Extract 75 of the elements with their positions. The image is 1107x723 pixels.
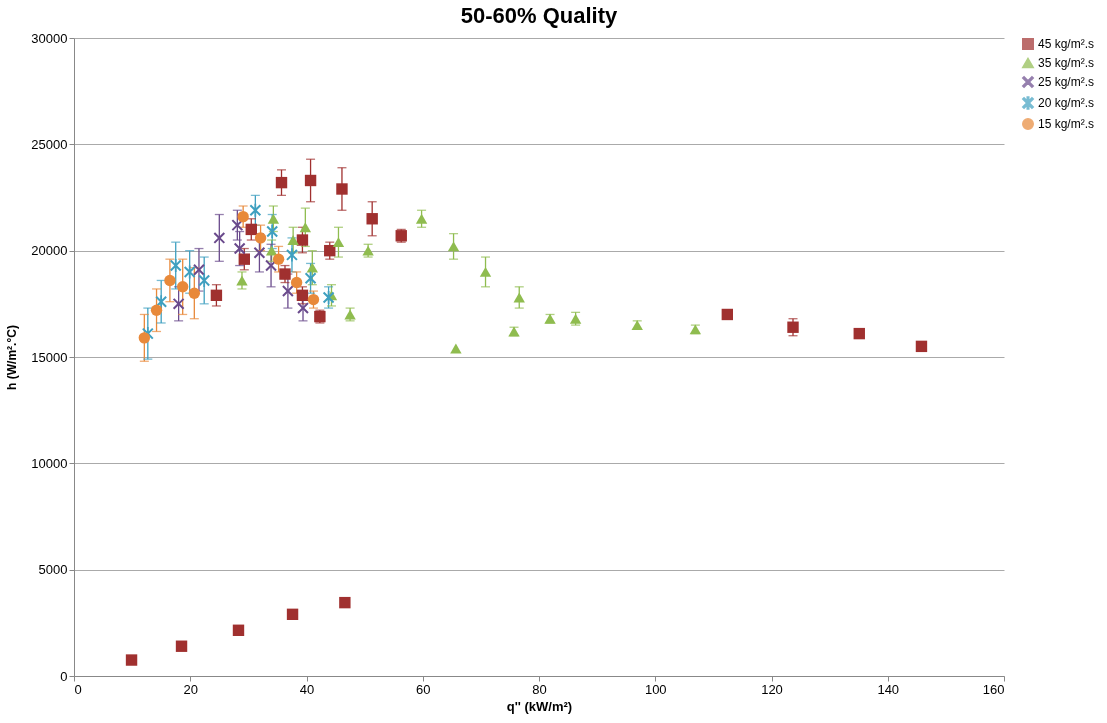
y-tick-label: 30000 xyxy=(31,30,68,46)
x-tick-label: 120 xyxy=(761,681,783,697)
point xyxy=(513,292,525,303)
y-tick-label: 5000 xyxy=(38,562,68,578)
point xyxy=(479,267,492,277)
y-axis-title: h (W/m².°C) xyxy=(5,325,20,390)
point xyxy=(450,343,462,354)
x-tick-label: 140 xyxy=(877,681,900,697)
point xyxy=(188,287,201,299)
point xyxy=(125,654,138,666)
y-tick-label: 10000 xyxy=(31,455,68,471)
point xyxy=(237,210,249,223)
point xyxy=(304,174,317,187)
y-tick-label: 0 xyxy=(60,668,68,684)
point xyxy=(176,281,189,293)
point xyxy=(193,264,205,276)
point xyxy=(721,308,734,321)
x-tick-label: 0 xyxy=(74,681,82,697)
point xyxy=(170,259,182,273)
point xyxy=(233,242,246,255)
y-tick-label: 15000 xyxy=(31,349,68,365)
point xyxy=(175,640,188,652)
point xyxy=(332,237,345,248)
y-tick-label: 25000 xyxy=(31,136,68,152)
point xyxy=(254,232,267,244)
x-tick-label: 60 xyxy=(416,681,431,697)
point xyxy=(232,624,245,636)
point xyxy=(282,285,294,297)
legend-label: 45 kg/m².s xyxy=(1038,37,1095,51)
point xyxy=(286,248,298,262)
legend-label: 25 kg/m².s xyxy=(1038,75,1095,89)
legend-label: 15 kg/m².s xyxy=(1038,117,1095,131)
point xyxy=(279,268,291,280)
legend-label: 35 kg/m².s xyxy=(1038,56,1095,70)
point xyxy=(253,247,266,259)
point xyxy=(306,262,319,273)
point xyxy=(366,213,378,225)
point xyxy=(787,321,799,333)
point xyxy=(138,332,151,344)
point xyxy=(164,274,176,287)
legend-label: 20 kg/m².s xyxy=(1038,96,1095,110)
point xyxy=(267,213,280,224)
point xyxy=(915,340,928,353)
x-tick-label: 100 xyxy=(644,681,667,697)
point xyxy=(336,183,348,195)
point xyxy=(249,203,262,217)
chart-title: 50-60% Quality xyxy=(460,3,619,28)
point xyxy=(272,253,285,265)
point xyxy=(286,608,299,621)
point xyxy=(287,235,299,245)
point xyxy=(297,302,309,314)
point xyxy=(150,304,163,316)
point xyxy=(210,289,223,302)
point xyxy=(265,245,278,256)
point xyxy=(339,596,351,609)
x-tick-label: 160 xyxy=(982,681,1005,697)
point xyxy=(296,234,309,246)
point xyxy=(245,223,257,236)
point xyxy=(198,273,210,287)
point xyxy=(853,327,865,340)
point xyxy=(236,275,248,286)
point xyxy=(183,265,196,279)
x-tick-label: 20 xyxy=(183,681,198,697)
point xyxy=(415,213,428,224)
point xyxy=(447,241,460,252)
x-tick-label: 80 xyxy=(532,681,547,697)
point xyxy=(290,276,303,289)
x-tick-label: 40 xyxy=(299,681,315,697)
point xyxy=(238,253,251,265)
point xyxy=(266,224,278,239)
point xyxy=(299,222,312,233)
point xyxy=(213,232,226,244)
point xyxy=(275,176,288,189)
x-axis-title: q'' (kW/m²) xyxy=(506,698,573,714)
y-tick-label: 20000 xyxy=(31,243,68,259)
